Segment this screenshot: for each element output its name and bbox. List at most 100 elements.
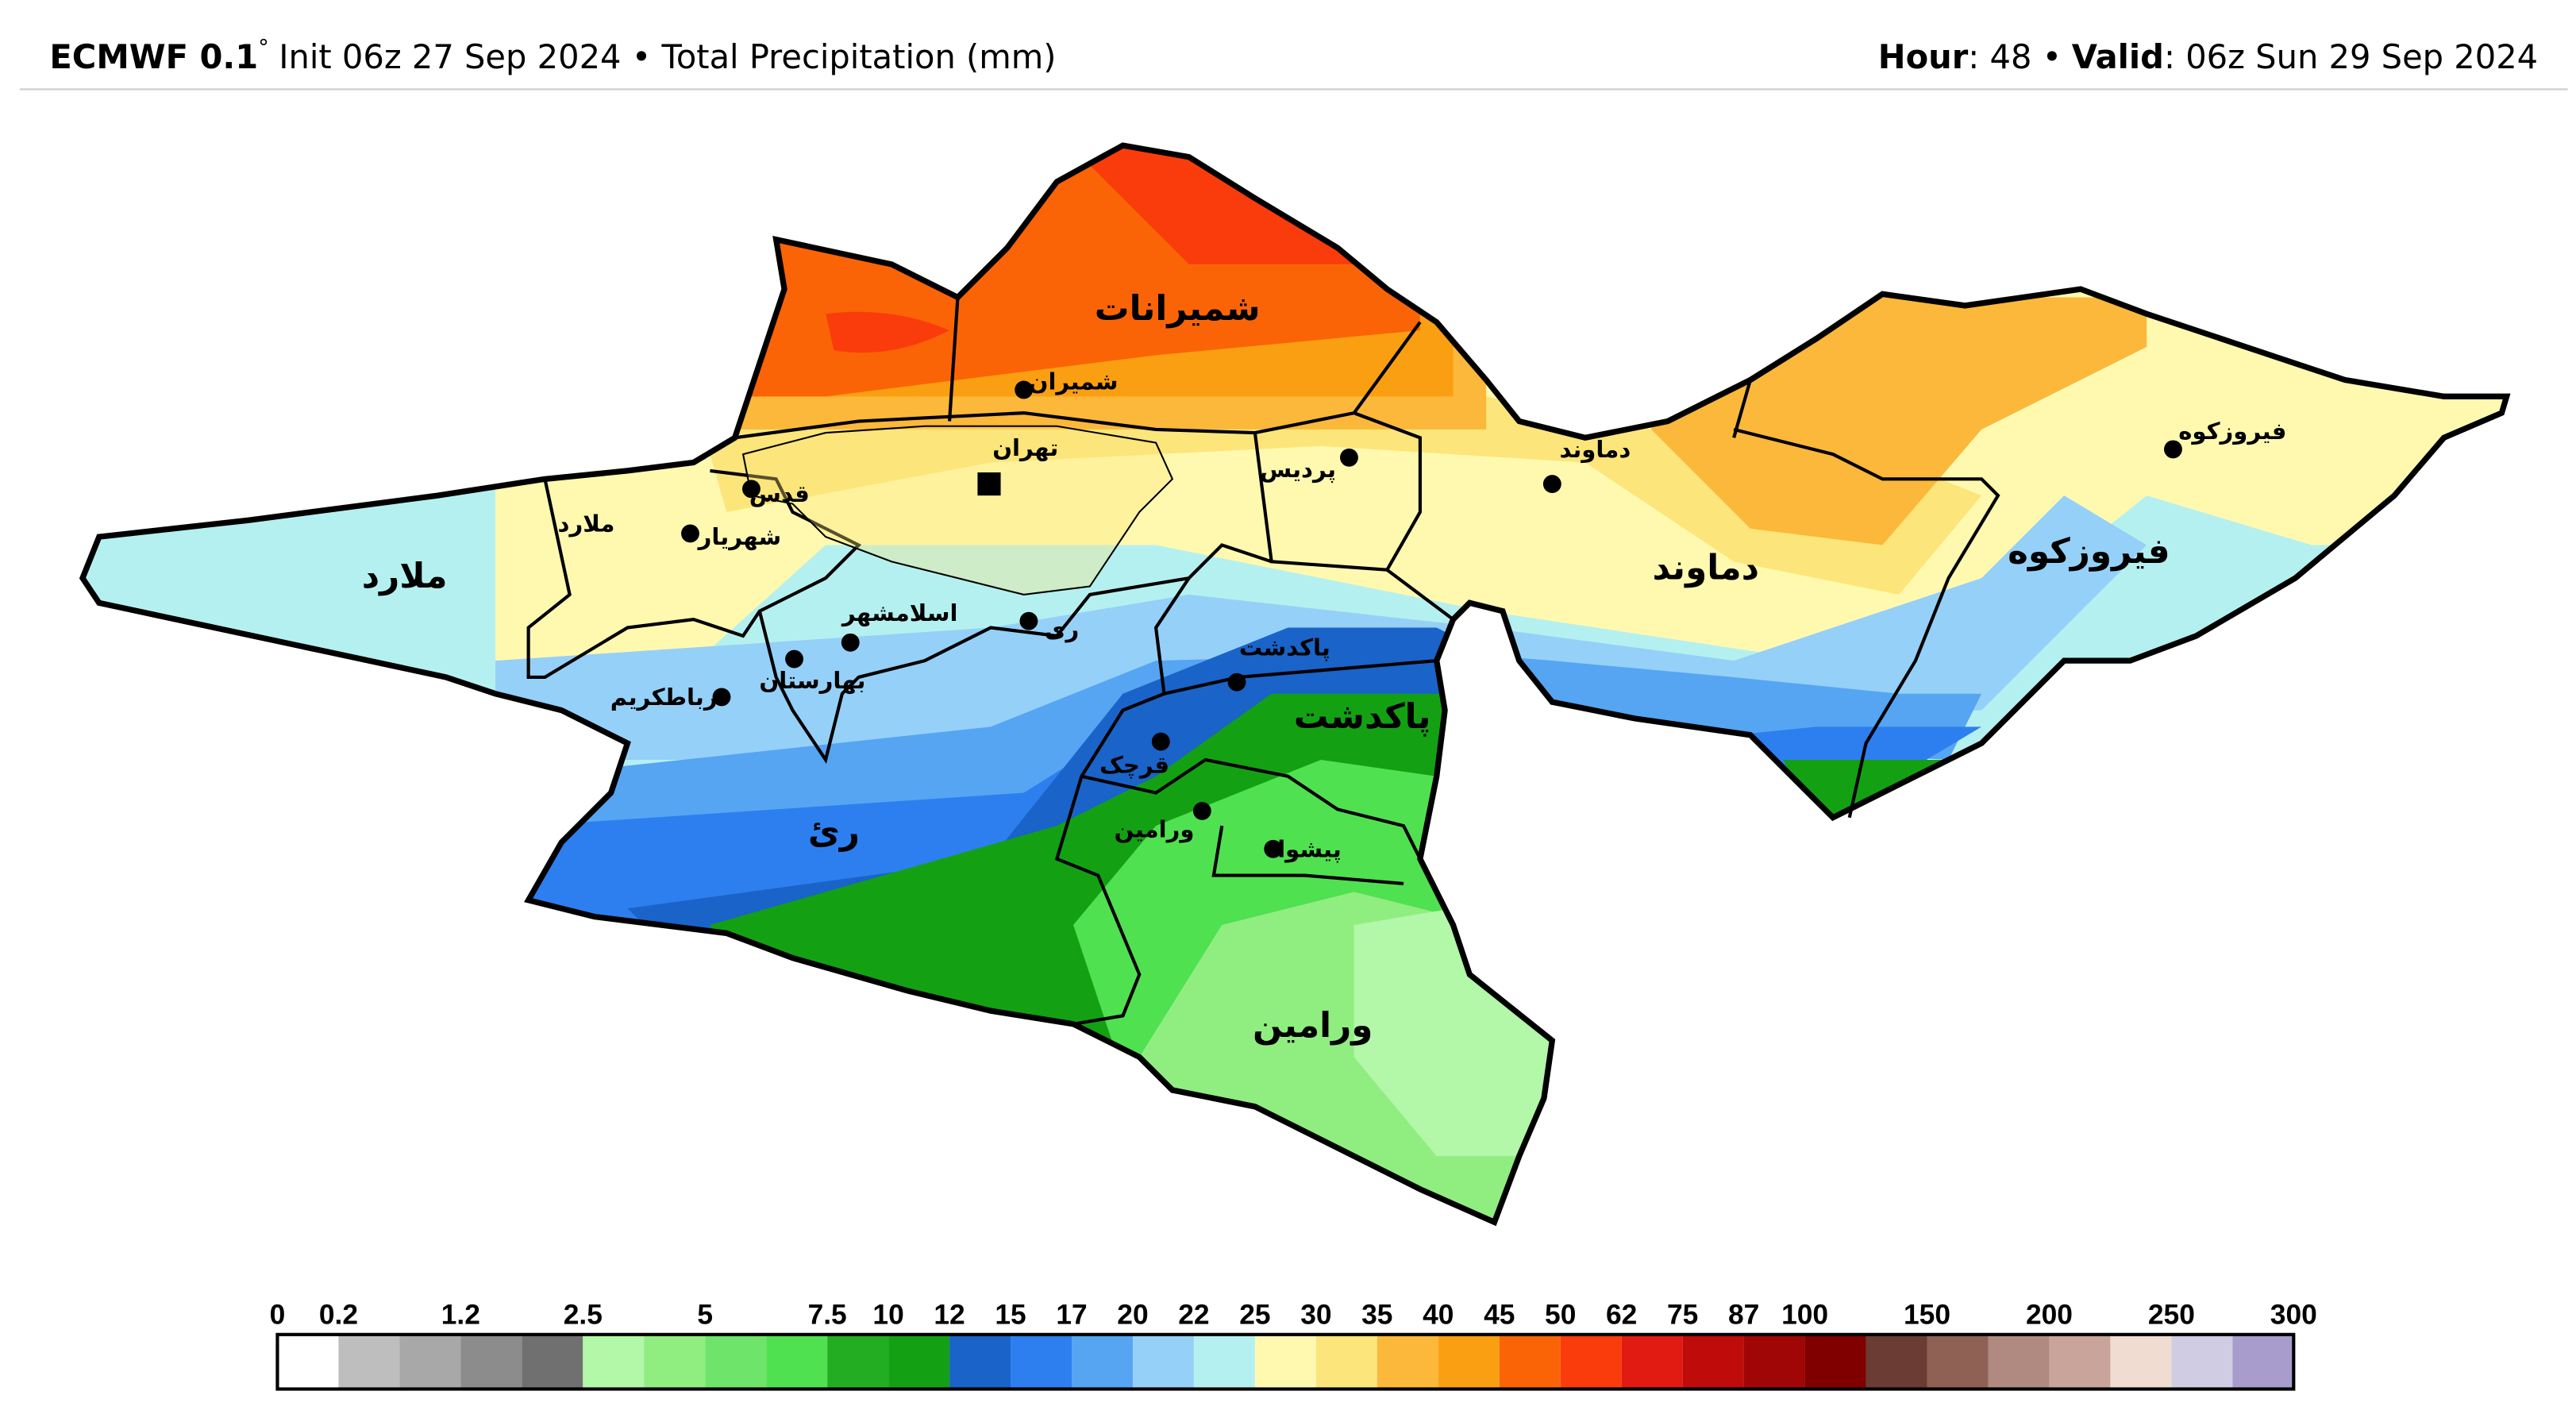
colorbar-tick-label: 0 (270, 1299, 286, 1330)
colorbar-tick-label: 10 (872, 1299, 903, 1330)
city-label: ملارد (558, 511, 615, 538)
city-label: قرچک (1099, 751, 1169, 779)
city-dot (1264, 839, 1283, 858)
colorbar-swatch (399, 1334, 461, 1389)
city-dot (1340, 448, 1358, 467)
city-dot (1151, 732, 1170, 751)
colorbar-swatch (1132, 1334, 1194, 1389)
colorbar-swatch (1254, 1334, 1316, 1389)
city-dot (841, 633, 860, 652)
district-border (1081, 757, 1422, 860)
county-label: دماوند (1652, 548, 1759, 588)
colorbar-tick-label: 200 (2026, 1299, 2073, 1330)
city-label: تهران (992, 434, 1058, 461)
colorbar-tick-label: 20 (1117, 1299, 1148, 1330)
colorbar-swatch (827, 1334, 889, 1389)
colorbar-tick-label: 50 (1545, 1299, 1576, 1330)
colorbar-swatch (644, 1334, 706, 1389)
colorbar-swatch (1377, 1334, 1438, 1389)
init: Init 06z 27 Sep 2024 • Total Precipitati… (279, 37, 1056, 76)
colorbar-tick-label: 35 (1361, 1299, 1392, 1330)
colorbar-swatch (1804, 1334, 1866, 1389)
colorbar-tick-label: 2.5 (564, 1299, 603, 1330)
colorbar: 0 0.2 1.2 2.5 5 7.5 10 12 15 17 20 22 25 30 35 40 45 50 62… (270, 1299, 2317, 1391)
colorbar-tick-label: 300 (2270, 1299, 2317, 1330)
header-left: ECMWF 0.1° Init 06z 27 Sep 2024 • Total P… (49, 35, 1056, 76)
colorbar-tick-label: 7.5 (808, 1299, 847, 1330)
colorbar-tick-label: 25 (1239, 1299, 1270, 1330)
city-label: ری (1045, 616, 1079, 643)
district-border (1733, 427, 2000, 819)
city-label: پاکدشت (1239, 634, 1330, 662)
colorbar-tick-label: 100 (1781, 1299, 1828, 1330)
colorbar-swatch (1193, 1334, 1255, 1389)
colorbar-swatch (1315, 1334, 1377, 1389)
colorbar-tick-label: 45 (1484, 1299, 1515, 1330)
colorbar-tick-label: 15 (995, 1299, 1026, 1330)
colorbar-tick-label: 40 (1423, 1299, 1454, 1330)
colorbar-tick-label: 250 (2148, 1299, 2195, 1330)
district-border (1732, 379, 1752, 438)
colorbar-swatch (522, 1334, 583, 1389)
city-label: ورامین (1115, 815, 1195, 842)
model: ECMWF 0.1 (49, 37, 258, 76)
colorbar-tick-label: 1.2 (441, 1299, 480, 1330)
colorbar-swatch (2049, 1334, 2111, 1389)
city-label: اسلامشهر (841, 599, 958, 626)
precip-zone (693, 396, 1982, 595)
city-dot (785, 649, 803, 669)
city-label: رباطکریم (610, 684, 718, 711)
colorbar-swatch (2110, 1334, 2172, 1389)
colorbar-tick-label: 22 (1178, 1299, 1209, 1330)
hour: : 48 • (1968, 37, 2062, 76)
tehran-city (741, 425, 1174, 595)
district-border (1253, 411, 1422, 572)
county-label: پاکدشت (1294, 696, 1431, 737)
county-label: ملارد (362, 556, 448, 596)
province-outline (79, 142, 2511, 1227)
colorbar-tick-label: 0.2 (319, 1299, 358, 1330)
colorbar-frame (275, 1332, 2296, 1391)
colorbar-swatch (888, 1334, 950, 1389)
city-dot (742, 480, 760, 499)
city-dot (1542, 475, 1561, 494)
precip-zone (726, 145, 1420, 397)
colorbar-tick-label: 5 (697, 1299, 713, 1330)
colorbar-swatch (1988, 1334, 2050, 1389)
colorbar-tick-label: 17 (1056, 1299, 1087, 1330)
district-border (1054, 576, 1191, 1026)
county-label: شمیرانات (1095, 288, 1261, 329)
county-label: ورامین (1253, 1005, 1373, 1046)
city-dot (1015, 380, 1034, 399)
colorbar-swatch (460, 1334, 522, 1389)
city-dot (1227, 672, 1246, 692)
valid-label: Valid (2072, 37, 2164, 76)
colorbar-swatch (338, 1334, 400, 1389)
colorbar-swatch (1072, 1334, 1133, 1389)
colorbar-tick-label: 150 (1904, 1299, 1950, 1330)
city-dot (681, 524, 699, 543)
colorbar-swatch (1438, 1334, 1500, 1389)
colorbar-tick-label: 30 (1300, 1299, 1331, 1330)
colorbar-tick-label: 12 (934, 1299, 965, 1330)
colorbar-tick-label: 62 (1606, 1299, 1637, 1330)
city-dot (712, 688, 731, 707)
colorbar-swatch (1499, 1334, 1561, 1389)
valid: : 06z Sun 29 Sep 2024 (2164, 37, 2538, 76)
city-label: شهریار (697, 523, 782, 550)
colorbar-swatch (1560, 1334, 1622, 1389)
city-label: شمیران (1029, 368, 1119, 395)
colorbar-swatch (1682, 1334, 1744, 1389)
colorbar-tick-label: 87 (1728, 1299, 1759, 1330)
city-label: پردیس (1260, 456, 1336, 484)
district-border (947, 297, 960, 422)
colorbar-swatch (1743, 1334, 1805, 1389)
colorbar-swatch (1866, 1334, 1927, 1389)
colorbar-swatch (2232, 1334, 2294, 1389)
colorbar-swatch (583, 1334, 645, 1389)
colorbar-swatch (1011, 1334, 1072, 1389)
city-label: دماوند (1560, 436, 1631, 463)
